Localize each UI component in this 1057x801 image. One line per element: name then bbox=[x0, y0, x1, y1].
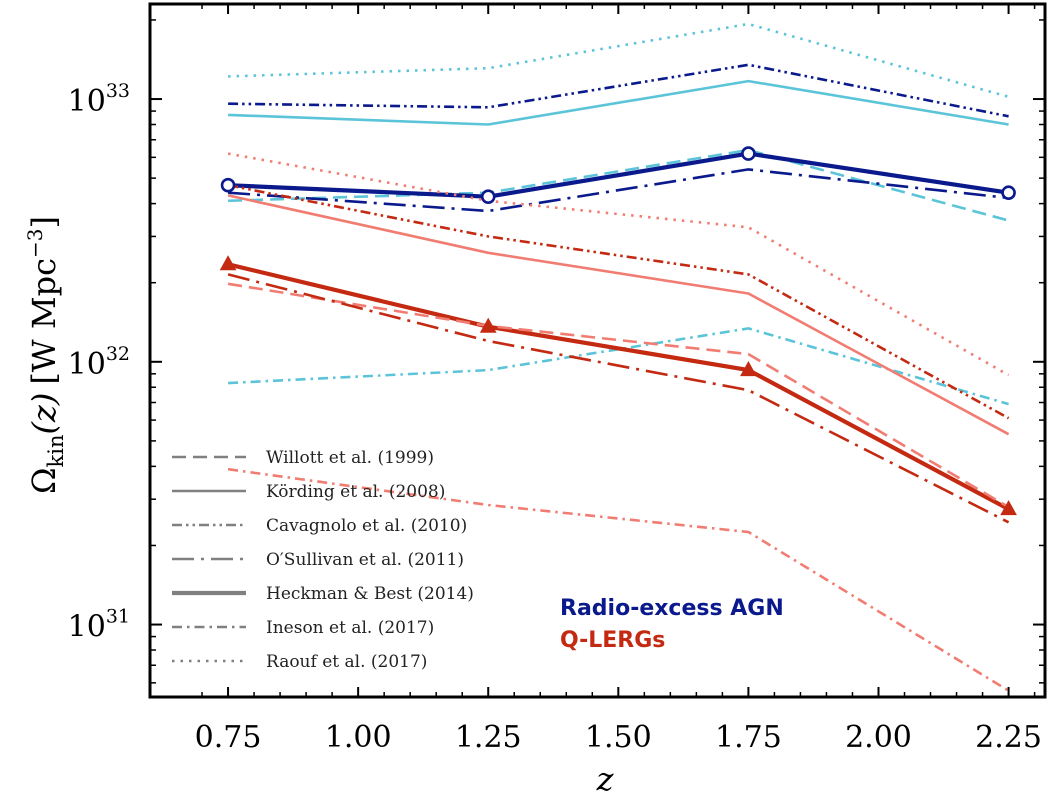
data-point-qlerg-marker bbox=[1000, 500, 1017, 516]
data-point-qlerg-marker bbox=[219, 255, 237, 271]
y-axis-title-sub: kin bbox=[44, 435, 68, 468]
y-axis-title: Ωkin(z) [W Mpc−3] bbox=[23, 216, 68, 494]
series-line-qlerg-cavagnolo-et-al-2010 bbox=[227, 183, 1010, 420]
x-tick-label: 2.25 bbox=[975, 720, 1042, 755]
legend-label-o-sullivan-et-al-2011: O′Sullivan et al. (2011) bbox=[266, 550, 464, 570]
y-tick-label: 1031 bbox=[68, 606, 130, 645]
data-point-rae-marker bbox=[1001, 185, 1016, 201]
series-line-qlerg-willott-et-al-1999 bbox=[227, 282, 1010, 509]
group-label-q-lergs: Q-LERGs bbox=[560, 628, 665, 653]
legend: Willott et al. (1999) Körding et al. (200… bbox=[172, 448, 474, 672]
group-label-radio-excess-agn: Radio-excess AGN bbox=[560, 596, 784, 621]
series-layer bbox=[227, 22, 1010, 692]
y-axis-title-close: ] bbox=[25, 216, 63, 228]
data-point-rae-marker bbox=[480, 189, 496, 204]
axis-ticks: 0.75 1.00 1.25 1.50 1.75 2.00 2.25 1031 1032 1033 bbox=[68, 4, 1045, 755]
data-point-qlerg-marker bbox=[740, 361, 757, 377]
series-line-qlerg-heckman-best-2014 bbox=[227, 262, 1010, 511]
y-axis-title-symbol: Ω bbox=[25, 467, 63, 494]
series-line-qlerg-k-rding-et-al-2008 bbox=[227, 194, 1010, 436]
series-line-rae-cavagnolo-et-al-2010 bbox=[228, 63, 1009, 118]
series-line-qlerg-ineson-et-al-2017 bbox=[227, 467, 1010, 692]
legend-label-heckman-best-2014: Heckman & Best (2014) bbox=[266, 584, 474, 604]
data-point-rae-marker bbox=[741, 146, 756, 161]
y-tick-label: 1032 bbox=[68, 343, 130, 382]
marker-layer bbox=[219, 146, 1017, 516]
y-tick-label: 1033 bbox=[68, 80, 130, 119]
series-line-rae-heckman-best-2014 bbox=[228, 151, 1009, 199]
group-labels: Radio-excess AGN Q-LERGs bbox=[560, 596, 784, 653]
data-point-qlerg-marker bbox=[479, 317, 497, 333]
x-axis-title: z bbox=[596, 760, 615, 798]
series-line-rae-k-rding-et-al-2008 bbox=[228, 79, 1009, 126]
y-axis-title-arg: (z) bbox=[25, 393, 63, 435]
x-tick-label: 1.75 bbox=[715, 720, 782, 755]
legend-label-raouf-et-al-2017: Raouf et al. (2017) bbox=[266, 652, 427, 672]
legend-label-cavagnolo-et-al-2010: Cavagnolo et al. (2010) bbox=[266, 516, 467, 536]
x-tick-label: 0.75 bbox=[195, 720, 262, 755]
series-line-rae-o-sullivan-et-al-2011 bbox=[228, 168, 1009, 213]
series-line-rae-willott-et-al-1999 bbox=[228, 148, 1009, 222]
plot-frame bbox=[148, 2, 1047, 699]
series-line-rae-raouf-et-al-2017 bbox=[228, 22, 1009, 99]
data-point-rae-marker bbox=[220, 177, 236, 193]
x-tick-label: 1.50 bbox=[585, 720, 652, 755]
legend-label-willott-et-al-1999: Willott et al. (1999) bbox=[266, 448, 434, 468]
legend-label-ineson-et-al-2017: Ineson et al. (2017) bbox=[266, 618, 434, 638]
x-tick-label: 1.25 bbox=[455, 720, 522, 755]
x-tick-label: 2.00 bbox=[845, 720, 912, 755]
legend-label-k-rding-et-al-2008: Körding et al. (2008) bbox=[266, 482, 445, 502]
x-tick-label: 1.00 bbox=[325, 720, 392, 755]
y-axis-title-units: [W Mpc bbox=[25, 258, 63, 385]
series-line-qlerg-o-sullivan-et-al-2011 bbox=[227, 273, 1010, 524]
y-axis-title-exp: −3 bbox=[23, 228, 47, 257]
